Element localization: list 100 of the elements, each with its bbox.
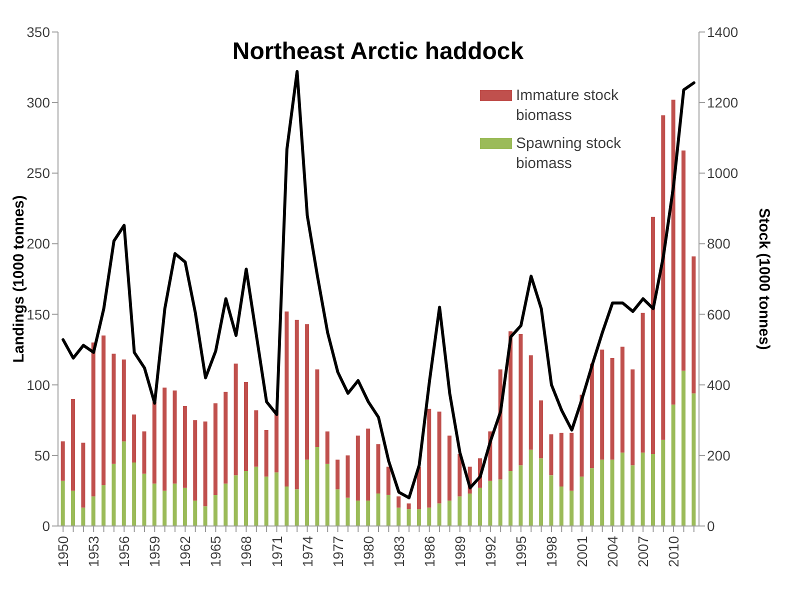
bar bbox=[346, 498, 350, 526]
bar bbox=[549, 475, 554, 526]
y2-axis-title: Stock (1000 tonnes) bbox=[756, 208, 773, 350]
x-tick-label: 1974 bbox=[299, 536, 316, 568]
bar bbox=[437, 412, 442, 504]
x-tick-label: 2001 bbox=[574, 536, 590, 568]
x-tick-label: 1995 bbox=[512, 536, 529, 568]
bar bbox=[213, 494, 218, 526]
bar bbox=[325, 464, 330, 526]
x-tick-label: 1983 bbox=[390, 536, 407, 568]
y-tick-label: 350 bbox=[26, 24, 50, 40]
bar bbox=[132, 462, 136, 526]
bar bbox=[346, 455, 350, 498]
x-tick-label: 1977 bbox=[330, 536, 346, 568]
bar bbox=[427, 508, 432, 526]
bar bbox=[488, 480, 492, 526]
chart-title: Northeast Arctic haddock bbox=[231, 38, 525, 66]
bar bbox=[152, 484, 156, 526]
bar bbox=[661, 440, 666, 526]
bar bbox=[386, 466, 390, 495]
bar bbox=[427, 408, 432, 508]
bar bbox=[661, 115, 666, 440]
y-axis-title: Landings (1000 tonnes) bbox=[10, 195, 28, 363]
bar bbox=[142, 474, 146, 526]
bar bbox=[580, 394, 584, 477]
bar bbox=[112, 464, 116, 526]
bar bbox=[468, 494, 472, 526]
bar bbox=[650, 454, 655, 526]
bar bbox=[559, 432, 564, 486]
x-tick-label: 1989 bbox=[452, 536, 468, 568]
bar bbox=[71, 398, 76, 491]
line-series bbox=[62, 70, 696, 500]
bar bbox=[193, 500, 198, 526]
bar bbox=[264, 476, 268, 526]
bar bbox=[112, 354, 116, 464]
y2-tick-label: 200 bbox=[707, 447, 731, 464]
bar bbox=[71, 490, 76, 526]
bar bbox=[182, 406, 187, 488]
bar bbox=[539, 400, 544, 458]
bar bbox=[224, 392, 228, 484]
bar bbox=[406, 509, 411, 526]
bar bbox=[122, 359, 126, 442]
bar bbox=[570, 432, 574, 491]
bar bbox=[590, 364, 594, 468]
bar bbox=[162, 490, 167, 526]
bar bbox=[172, 390, 177, 484]
bar bbox=[81, 442, 86, 508]
bar bbox=[437, 503, 442, 526]
y-tick-label: 200 bbox=[26, 236, 50, 252]
bar bbox=[682, 370, 686, 526]
x-tick-label: 1953 bbox=[86, 536, 102, 568]
bar bbox=[356, 500, 360, 526]
bar bbox=[447, 500, 452, 526]
bar bbox=[142, 431, 146, 474]
bar bbox=[60, 480, 65, 526]
y2-tick-label: 600 bbox=[707, 306, 731, 322]
x-tick-label: 1965 bbox=[208, 536, 224, 568]
bar bbox=[81, 508, 86, 526]
bar bbox=[162, 388, 167, 491]
x-tick-label: 2007 bbox=[635, 536, 652, 568]
y-tick-label: 50 bbox=[34, 447, 50, 464]
bar bbox=[284, 486, 289, 526]
y2-tick-label: 1000 bbox=[707, 165, 738, 182]
bar bbox=[91, 496, 96, 526]
bar bbox=[478, 488, 482, 526]
bar bbox=[234, 475, 238, 526]
bar bbox=[498, 479, 502, 526]
y-tick-label: 0 bbox=[42, 518, 50, 534]
bar bbox=[640, 452, 645, 526]
bar bbox=[294, 320, 299, 490]
bar bbox=[570, 490, 574, 526]
bar bbox=[692, 256, 696, 394]
bar bbox=[518, 465, 523, 526]
bar bbox=[682, 150, 686, 371]
x-tick-label: 1992 bbox=[482, 536, 498, 568]
bar bbox=[528, 355, 533, 450]
bar bbox=[528, 450, 533, 526]
bar bbox=[203, 422, 208, 506]
legend-label: Spawning stock biomass bbox=[516, 134, 622, 174]
bar bbox=[336, 460, 340, 490]
bar bbox=[539, 458, 544, 526]
bar bbox=[600, 460, 604, 526]
bar bbox=[122, 441, 126, 526]
x-tick-label: 1998 bbox=[543, 536, 560, 568]
bar bbox=[630, 465, 635, 526]
x-tick-label: 1968 bbox=[238, 536, 254, 568]
bar bbox=[458, 454, 462, 496]
bar bbox=[132, 414, 136, 462]
bar bbox=[376, 494, 380, 526]
bar bbox=[336, 489, 340, 526]
x-tick-label: 1950 bbox=[55, 536, 72, 568]
bar bbox=[203, 506, 208, 526]
x-tick-label: 1980 bbox=[360, 536, 376, 568]
bar bbox=[325, 431, 330, 464]
bar bbox=[406, 503, 411, 510]
x-tick-label: 1986 bbox=[421, 536, 438, 568]
x-tick-label: 2004 bbox=[604, 536, 621, 568]
bar bbox=[447, 436, 452, 501]
bar bbox=[549, 434, 554, 476]
bar bbox=[254, 466, 258, 526]
